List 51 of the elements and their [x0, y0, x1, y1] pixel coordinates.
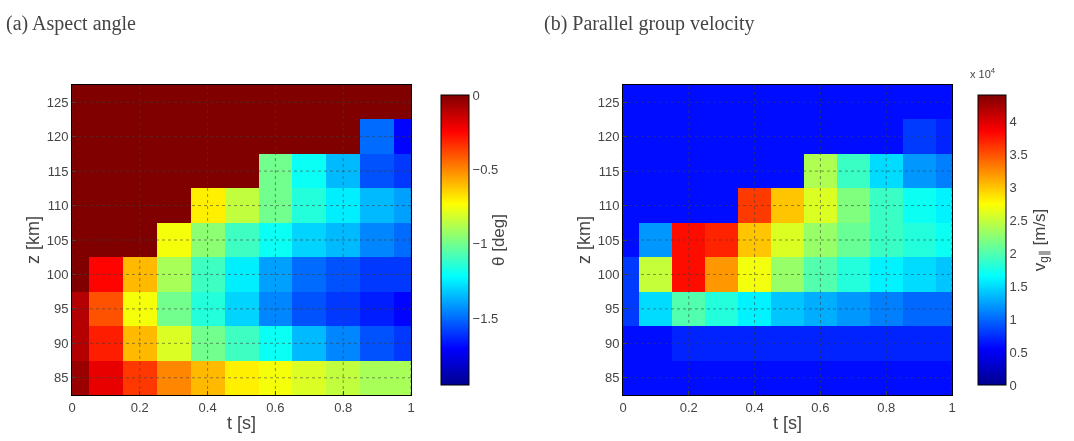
- y-tick-label: 120: [597, 129, 620, 145]
- y-tick-label: 95: [53, 301, 69, 317]
- y-axis-title: z [km]: [573, 216, 594, 264]
- x-tick-label: 0.4: [198, 399, 217, 415]
- x-tick-label: 0.2: [679, 399, 698, 415]
- text: x 10$^{4}$: [970, 66, 996, 80]
- color-bar-label: 0: [1009, 377, 1017, 393]
- y-tick-label: 120: [46, 129, 69, 145]
- color-bar-label: 1.5: [1009, 278, 1028, 294]
- y-tick-label: 105: [597, 232, 620, 248]
- color-bar-label: 0.5: [1009, 344, 1028, 360]
- y-tick-label: 100: [46, 266, 69, 282]
- x-axis-title: t [s]: [772, 412, 803, 433]
- y-tick-label: 90: [53, 335, 69, 351]
- color-bar-label: 3: [1009, 179, 1017, 195]
- x-tick-label: 0.8: [334, 399, 353, 415]
- y-tick-label: 95: [604, 301, 620, 317]
- color-bar-label: 2.5: [1009, 212, 1028, 228]
- y-tick-label: 85: [604, 370, 620, 386]
- x-tick-label: 0.8: [877, 399, 896, 415]
- y-tick-label: 100: [597, 266, 620, 282]
- y-tick-label: 105: [46, 232, 69, 248]
- color-bar-label: 3.5: [1009, 146, 1028, 162]
- color-bar-label: 1: [1009, 311, 1017, 327]
- y-tick-label: 115: [47, 163, 69, 179]
- y-tick-label: 110: [47, 198, 69, 214]
- x-tick-label: 0: [619, 399, 627, 415]
- y-tick-label: 110: [598, 198, 620, 214]
- x-tick-label: 0.2: [130, 399, 149, 415]
- x-tick-label: 0.6: [811, 399, 830, 415]
- x-tick-label: 1: [407, 399, 415, 415]
- color-bar-title: θ [deg]: [489, 214, 509, 266]
- y-tick-label: 125: [46, 94, 69, 110]
- y-axis-title: z [km]: [22, 216, 43, 264]
- y-tick-label: 90: [604, 335, 620, 351]
- color-bar-label: −0.5: [472, 161, 499, 177]
- x-tick-label: 1: [948, 399, 956, 415]
- y-tick-label: 115: [598, 163, 620, 179]
- y-tick-label: 85: [53, 370, 69, 386]
- y-tick-label: 125: [597, 94, 620, 110]
- color-bar-label: 2: [1009, 245, 1017, 261]
- x-axis-title: t [s]: [226, 412, 257, 433]
- color-bar-label: −1.5: [472, 310, 499, 326]
- color-bar-label: 4: [1009, 113, 1017, 129]
- x-tick-label: 0.6: [266, 399, 285, 415]
- color-bar-label: −1: [472, 236, 488, 252]
- x-tick-label: 0.4: [745, 399, 764, 415]
- x-tick-label: 0: [68, 399, 76, 415]
- color-bar-label: 0: [472, 87, 480, 103]
- chart-title: (b) Parallel group velocity: [544, 12, 755, 35]
- chart-title: (a) Aspect angle: [6, 12, 137, 35]
